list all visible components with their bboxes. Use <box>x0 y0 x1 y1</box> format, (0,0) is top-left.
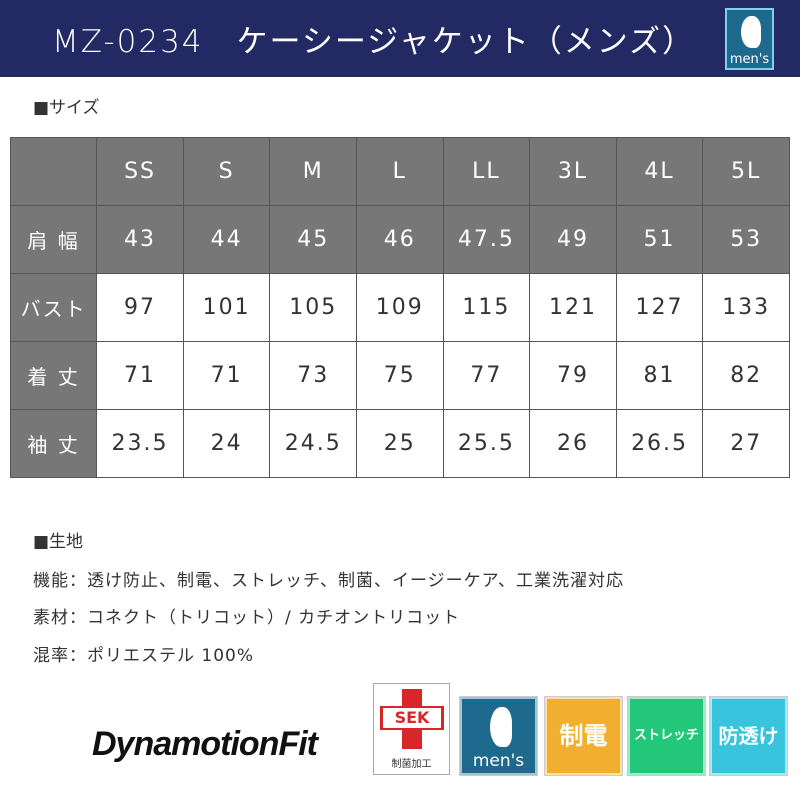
material-line: 素材：コネクト（トリコット）/ カチオントリコット <box>33 608 461 628</box>
sek-sub-label: 制菌加工 <box>391 759 432 770</box>
stretch-badge: ストレッチ <box>627 696 706 776</box>
table-cell: 115 <box>442 273 531 342</box>
row-header: 着 丈 <box>9 341 98 410</box>
table-cell: 53 <box>702 205 790 274</box>
fabric-heading: ■生地 <box>33 532 84 552</box>
size-heading: ■サイズ <box>33 98 100 118</box>
table-cell: 46 <box>356 205 444 274</box>
table-cell: 26.5 <box>615 409 704 478</box>
function-line: 機能：透け防止、制電、ストレッチ、制菌、イージーケア、工業洗濯対応 <box>33 571 624 591</box>
table-cell: 81 <box>615 341 704 410</box>
col-header: 5L <box>702 137 790 206</box>
table-cell: 127 <box>615 273 704 342</box>
table-cell: 26 <box>529 409 617 478</box>
mens-label: men's <box>472 751 525 771</box>
header-bar: MZ-0234 ケーシージャケット（メンズ） men's <box>0 0 800 77</box>
mens-badge-label: men's <box>729 52 770 67</box>
size-table: SS S M L LL 3L 4L 5L 肩 幅 43 44 45 46 47.5 49 51… <box>9 137 790 478</box>
table-cell: 133 <box>702 273 790 342</box>
dynamotionfit-logo: DynamotionFit <box>92 725 318 763</box>
table-cell: 51 <box>615 205 704 274</box>
table-cell: 24 <box>182 409 271 478</box>
table-cell: 101 <box>182 273 271 342</box>
table-cell: 79 <box>529 341 617 410</box>
table-cell: 97 <box>96 273 184 342</box>
sek-label: SEK <box>383 708 441 728</box>
table-cell: 71 <box>182 341 271 410</box>
col-header: L <box>356 137 444 206</box>
col-header: LL <box>442 137 531 206</box>
table-row: 着 丈 71 71 73 75 77 79 81 82 <box>9 341 790 410</box>
table-cell: 121 <box>529 273 617 342</box>
table-cell: 75 <box>356 341 444 410</box>
man-silhouette-icon <box>740 16 761 48</box>
col-header: M <box>269 137 358 206</box>
table-cell: 45 <box>269 205 358 274</box>
table-cell: 44 <box>182 205 271 274</box>
mens-feature-badge: men's <box>459 696 538 776</box>
table-cell: 27 <box>702 409 790 478</box>
table-cell: 77 <box>442 341 531 410</box>
table-cell: 49 <box>529 205 617 274</box>
row-header: バスト <box>9 273 98 342</box>
table-cell: 43 <box>96 205 184 274</box>
col-header: S <box>182 137 271 206</box>
table-cell: 109 <box>356 273 444 342</box>
table-header-row: SS S M L LL 3L 4L 5L <box>9 137 790 206</box>
corner-cell <box>9 137 98 206</box>
mens-badge: men's <box>725 8 774 70</box>
table-cell: 25.5 <box>442 409 531 478</box>
table-cell: 25 <box>356 409 444 478</box>
table-row: 袖 丈 23.5 24 24.5 25 25.5 26 26.5 27 <box>9 409 790 478</box>
row-header: 肩 幅 <box>9 205 98 274</box>
antistatic-badge: 制電 <box>544 696 623 776</box>
page-title: MZ-0234 ケーシージャケット（メンズ） <box>52 24 696 60</box>
man-silhouette-icon <box>490 707 512 747</box>
table-cell: 24.5 <box>269 409 358 478</box>
table-cell: 105 <box>269 273 358 342</box>
col-header: 4L <box>615 137 704 206</box>
composition-line: 混率：ポリエステル 100% <box>33 646 255 666</box>
table-cell: 82 <box>702 341 790 410</box>
table-cell: 23.5 <box>96 409 184 478</box>
see-through-prevention-badge: 防透け <box>709 696 788 776</box>
table-cell: 47.5 <box>442 205 531 274</box>
row-header: 袖 丈 <box>9 409 98 478</box>
table-row: 肩 幅 43 44 45 46 47.5 49 51 53 <box>9 205 790 274</box>
col-header: SS <box>96 137 184 206</box>
table-cell: 73 <box>269 341 358 410</box>
table-row: バスト 97 101 105 109 115 121 127 133 <box>9 273 790 342</box>
sek-badge: SEK 制菌加工 <box>373 683 450 775</box>
table-cell: 71 <box>96 341 184 410</box>
col-header: 3L <box>529 137 617 206</box>
